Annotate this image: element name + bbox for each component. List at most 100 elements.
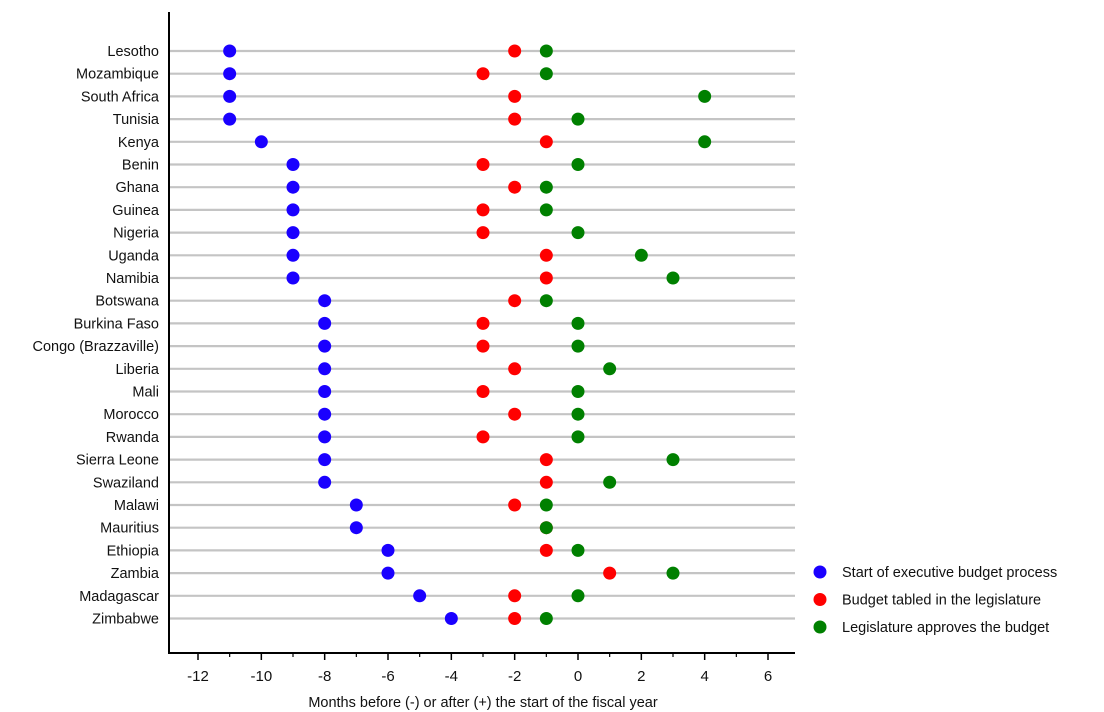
x-tick-label--8: -8 xyxy=(318,668,331,685)
point-start-of-executive-budget-process-zimbabwe xyxy=(444,612,458,625)
x-tick-label-4: 4 xyxy=(700,668,708,685)
point-start-of-executive-budget-process-madagascar xyxy=(413,589,427,603)
point-start-of-executive-budget-process-benin xyxy=(286,158,300,171)
category-label-mozambique: Mozambique xyxy=(76,67,159,83)
point-legislature-approves-the-budget-namibia xyxy=(666,271,680,285)
point-legislature-approves-the-budget-mali xyxy=(571,385,585,398)
point-start-of-executive-budget-process-rwanda xyxy=(318,430,332,444)
point-legislature-approves-the-budget-malawi xyxy=(539,498,553,512)
x-tick-label-0: 0 xyxy=(574,668,582,685)
category-label-madagascar: Madagascar xyxy=(79,589,159,605)
point-budget-tabled-in-the-legislature-botswana xyxy=(508,294,522,308)
legend-marker-legislature-approves-the-budget xyxy=(813,620,827,634)
point-legislature-approves-the-budget-zambia xyxy=(666,566,680,580)
category-label-uganda: Uganda xyxy=(108,248,160,264)
legend-marker-start-of-executive-budget-process xyxy=(813,565,827,579)
point-budget-tabled-in-the-legislature-south-africa xyxy=(508,89,522,103)
point-legislature-approves-the-budget-lesotho xyxy=(539,44,553,58)
point-budget-tabled-in-the-legislature-benin xyxy=(476,158,490,171)
point-budget-tabled-in-the-legislature-uganda xyxy=(539,248,553,262)
point-start-of-executive-budget-process-south-africa xyxy=(223,89,237,103)
point-budget-tabled-in-the-legislature-burkina-faso xyxy=(476,316,490,330)
point-budget-tabled-in-the-legislature-guinea xyxy=(476,203,490,217)
x-tick-label--10: -10 xyxy=(250,668,272,685)
point-start-of-executive-budget-process-zambia xyxy=(381,566,395,580)
point-legislature-approves-the-budget-benin xyxy=(571,158,585,171)
category-label-sierra-leone: Sierra Leone xyxy=(76,453,159,469)
category-label-rwanda: Rwanda xyxy=(106,430,160,446)
point-budget-tabled-in-the-legislature-morocco xyxy=(508,407,522,421)
point-start-of-executive-budget-process-namibia xyxy=(286,271,300,285)
point-legislature-approves-the-budget-zimbabwe xyxy=(539,612,553,625)
point-budget-tabled-in-the-legislature-liberia xyxy=(508,362,522,376)
category-label-burkina-faso: Burkina Faso xyxy=(74,316,159,332)
point-legislature-approves-the-budget-liberia xyxy=(603,362,617,376)
point-legislature-approves-the-budget-madagascar xyxy=(571,589,585,603)
point-budget-tabled-in-the-legislature-zambia xyxy=(603,566,617,580)
point-start-of-executive-budget-process-mali xyxy=(318,385,332,398)
category-label-benin: Benin xyxy=(122,158,159,174)
point-budget-tabled-in-the-legislature-swaziland xyxy=(539,475,553,489)
legend-label-legislature-approves-the-budget: Legislature approves the budget xyxy=(842,620,1049,636)
point-legislature-approves-the-budget-guinea xyxy=(539,203,553,217)
category-label-malawi: Malawi xyxy=(114,498,159,514)
point-start-of-executive-budget-process-burkina-faso xyxy=(318,316,332,330)
point-start-of-executive-budget-process-botswana xyxy=(318,294,332,308)
point-start-of-executive-budget-process-ghana xyxy=(286,180,300,194)
category-label-namibia: Namibia xyxy=(106,271,160,287)
x-tick-label--4: -4 xyxy=(445,668,458,685)
point-legislature-approves-the-budget-ethiopia xyxy=(571,543,585,557)
point-start-of-executive-budget-process-lesotho xyxy=(223,44,237,58)
category-label-lesotho: Lesotho xyxy=(107,44,159,60)
point-start-of-executive-budget-process-malawi xyxy=(349,498,363,512)
x-tick-label--2: -2 xyxy=(508,668,521,685)
category-label-nigeria: Nigeria xyxy=(113,226,160,242)
point-start-of-executive-budget-process-tunisia xyxy=(223,112,237,126)
x-axis-title: Months before (-) or after (+) the start… xyxy=(308,695,658,711)
point-legislature-approves-the-budget-morocco xyxy=(571,407,585,421)
point-legislature-approves-the-budget-mozambique xyxy=(539,67,553,81)
point-budget-tabled-in-the-legislature-sierra-leone xyxy=(539,453,553,467)
point-start-of-executive-budget-process-swaziland xyxy=(318,475,332,489)
category-label-mali: Mali xyxy=(132,385,159,401)
category-labels: Lesotho Mozambique South Africa Tunisia Keny… xyxy=(32,44,159,628)
point-budget-tabled-in-the-legislature-lesotho xyxy=(508,44,522,58)
point-legislature-approves-the-budget-swaziland xyxy=(603,475,617,489)
category-label-swaziland: Swaziland xyxy=(93,475,159,491)
category-label-ethiopia: Ethiopia xyxy=(107,543,160,559)
point-start-of-executive-budget-process-liberia xyxy=(318,362,332,376)
point-start-of-executive-budget-process-nigeria xyxy=(286,226,300,240)
point-legislature-approves-the-budget-nigeria xyxy=(571,226,585,240)
category-label-zambia: Zambia xyxy=(111,566,160,582)
axes: -12 -10 -8 -6 -4 -2 0 2 4 6 Months before (-) or a… xyxy=(168,12,795,711)
point-legislature-approves-the-budget-mauritius xyxy=(539,521,553,535)
point-legislature-approves-the-budget-botswana xyxy=(539,294,553,308)
point-start-of-executive-budget-process-kenya xyxy=(254,135,268,149)
point-budget-tabled-in-the-legislature-kenya xyxy=(539,135,553,149)
point-budget-tabled-in-the-legislature-ethiopia xyxy=(539,543,553,557)
point-legislature-approves-the-budget-burkina-faso xyxy=(571,316,585,330)
point-legislature-approves-the-budget-south-africa xyxy=(698,89,712,103)
data-points xyxy=(223,44,712,625)
category-label-kenya: Kenya xyxy=(118,135,160,151)
legend-label-start-of-executive-budget-process: Start of executive budget process xyxy=(842,565,1057,581)
point-start-of-executive-budget-process-uganda xyxy=(286,248,300,262)
point-legislature-approves-the-budget-congo-brazzaville xyxy=(571,339,585,353)
point-budget-tabled-in-the-legislature-malawi xyxy=(508,498,522,512)
category-label-zimbabwe: Zimbabwe xyxy=(92,612,159,628)
point-start-of-executive-budget-process-congo-brazzaville xyxy=(318,339,332,353)
point-start-of-executive-budget-process-mauritius xyxy=(349,521,363,535)
category-label-ghana: Ghana xyxy=(115,180,159,196)
point-budget-tabled-in-the-legislature-mozambique xyxy=(476,67,490,81)
point-budget-tabled-in-the-legislature-ghana xyxy=(508,180,522,194)
category-label-guinea: Guinea xyxy=(112,203,160,219)
point-budget-tabled-in-the-legislature-congo-brazzaville xyxy=(476,339,490,353)
point-start-of-executive-budget-process-ethiopia xyxy=(381,543,395,557)
point-budget-tabled-in-the-legislature-zimbabwe xyxy=(508,612,522,625)
point-budget-tabled-in-the-legislature-rwanda xyxy=(476,430,490,444)
point-start-of-executive-budget-process-guinea xyxy=(286,203,300,217)
point-budget-tabled-in-the-legislature-mali xyxy=(476,385,490,398)
point-budget-tabled-in-the-legislature-namibia xyxy=(539,271,553,285)
point-legislature-approves-the-budget-rwanda xyxy=(571,430,585,444)
